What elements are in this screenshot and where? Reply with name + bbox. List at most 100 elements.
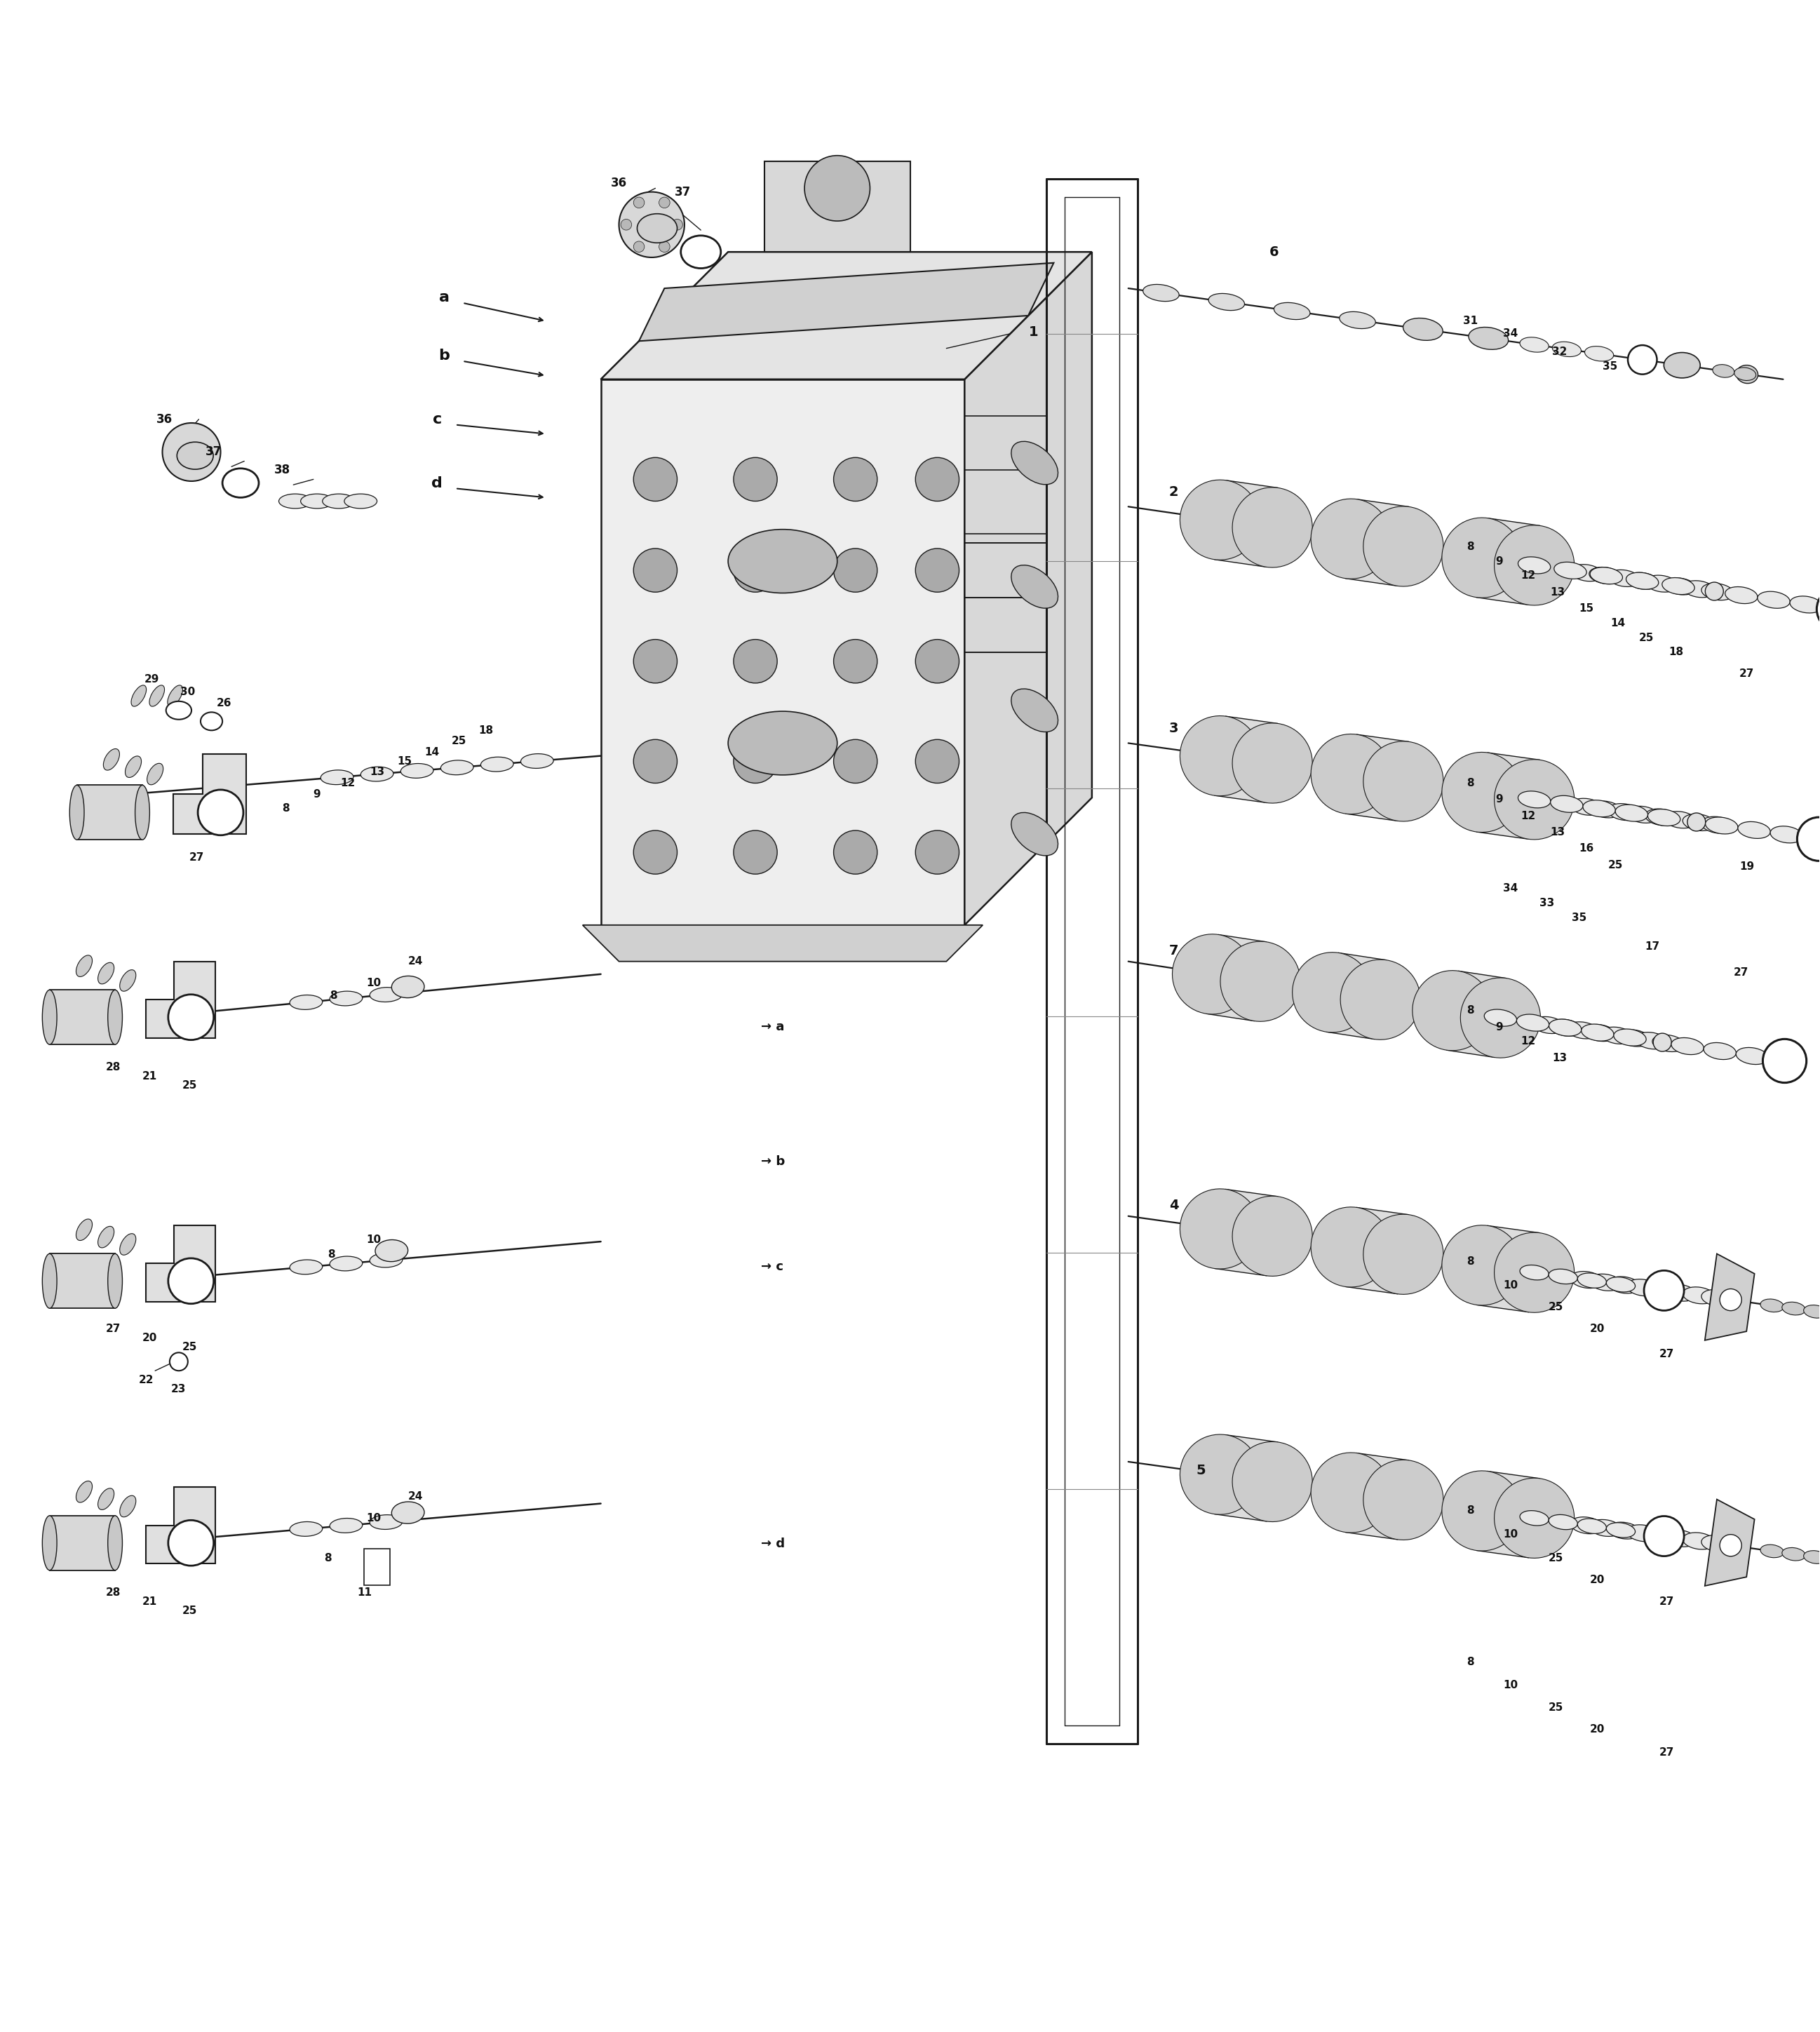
Circle shape	[915, 640, 959, 683]
Ellipse shape	[1549, 1020, 1582, 1036]
Text: 22: 22	[138, 1374, 153, 1386]
Ellipse shape	[107, 990, 122, 1044]
Ellipse shape	[400, 764, 433, 778]
Ellipse shape	[1494, 1233, 1574, 1313]
Ellipse shape	[1782, 1303, 1805, 1315]
Ellipse shape	[1643, 1270, 1683, 1311]
Ellipse shape	[1607, 803, 1640, 821]
Ellipse shape	[1663, 577, 1696, 595]
Ellipse shape	[1520, 1510, 1549, 1526]
Ellipse shape	[76, 1481, 93, 1502]
Text: 8: 8	[282, 803, 289, 815]
Circle shape	[733, 740, 777, 782]
Text: 25: 25	[1549, 1703, 1563, 1713]
Text: d: d	[431, 475, 442, 490]
Ellipse shape	[1179, 480, 1259, 561]
Ellipse shape	[1292, 953, 1372, 1032]
Text: c: c	[433, 412, 442, 427]
Ellipse shape	[322, 494, 355, 508]
Ellipse shape	[98, 1225, 115, 1248]
Text: 8: 8	[324, 1552, 331, 1563]
Ellipse shape	[391, 975, 424, 998]
Ellipse shape	[1441, 752, 1522, 833]
Circle shape	[915, 740, 959, 782]
Polygon shape	[146, 1225, 215, 1303]
Ellipse shape	[1607, 1276, 1640, 1294]
Ellipse shape	[42, 1254, 56, 1309]
Ellipse shape	[135, 784, 149, 839]
Ellipse shape	[1607, 1276, 1634, 1292]
Text: 9: 9	[313, 788, 320, 799]
Text: b: b	[439, 350, 450, 362]
Ellipse shape	[728, 711, 837, 774]
Text: 9: 9	[1496, 557, 1503, 567]
Ellipse shape	[1663, 1284, 1696, 1300]
Ellipse shape	[1310, 1207, 1390, 1286]
Text: 8: 8	[1467, 778, 1474, 788]
Ellipse shape	[1363, 506, 1443, 587]
Ellipse shape	[1012, 689, 1057, 732]
Ellipse shape	[1363, 1459, 1443, 1540]
Ellipse shape	[1340, 959, 1420, 1040]
Ellipse shape	[1653, 1032, 1671, 1051]
Text: 25: 25	[182, 1079, 197, 1091]
Text: 25: 25	[182, 1341, 197, 1353]
Ellipse shape	[1760, 1298, 1784, 1313]
Ellipse shape	[329, 992, 362, 1006]
Text: 25: 25	[1609, 860, 1623, 870]
Circle shape	[915, 549, 959, 591]
Text: 25: 25	[182, 1605, 197, 1615]
Text: 21: 21	[142, 1071, 157, 1081]
Circle shape	[633, 457, 677, 502]
Ellipse shape	[120, 1233, 136, 1256]
Text: 10: 10	[366, 1514, 380, 1524]
Ellipse shape	[1516, 1014, 1549, 1030]
Ellipse shape	[1683, 581, 1714, 597]
Ellipse shape	[1627, 345, 1656, 374]
Text: 12: 12	[1522, 811, 1536, 821]
Ellipse shape	[1645, 575, 1678, 591]
Text: 11: 11	[357, 1587, 371, 1597]
Ellipse shape	[1589, 1274, 1622, 1290]
Ellipse shape	[1645, 1282, 1678, 1298]
Text: 35: 35	[1603, 362, 1618, 372]
Ellipse shape	[76, 1219, 93, 1240]
Ellipse shape	[1589, 567, 1622, 583]
Circle shape	[672, 219, 682, 230]
Polygon shape	[1214, 1435, 1278, 1522]
Ellipse shape	[107, 1516, 122, 1571]
Polygon shape	[1345, 500, 1409, 585]
Polygon shape	[1214, 1189, 1278, 1276]
Text: 8: 8	[329, 992, 337, 1002]
Ellipse shape	[1738, 821, 1771, 839]
Ellipse shape	[1221, 941, 1299, 1022]
Text: 28: 28	[106, 1587, 120, 1597]
Ellipse shape	[1614, 1028, 1645, 1046]
Ellipse shape	[1702, 1534, 1734, 1552]
Ellipse shape	[126, 756, 142, 778]
Polygon shape	[582, 925, 983, 961]
Ellipse shape	[1804, 1305, 1820, 1319]
Text: 10: 10	[366, 977, 380, 988]
Text: 27: 27	[106, 1323, 120, 1335]
Polygon shape	[76, 784, 142, 839]
Ellipse shape	[120, 969, 136, 992]
Ellipse shape	[1549, 1020, 1582, 1036]
Circle shape	[162, 423, 220, 482]
Ellipse shape	[1571, 1518, 1603, 1534]
Circle shape	[834, 740, 877, 782]
Text: 8: 8	[328, 1250, 335, 1260]
Text: 9: 9	[1496, 795, 1503, 805]
Ellipse shape	[1363, 1215, 1443, 1294]
Ellipse shape	[1591, 567, 1623, 583]
Ellipse shape	[167, 1520, 213, 1567]
Ellipse shape	[1816, 587, 1820, 632]
Ellipse shape	[1627, 1524, 1660, 1542]
Ellipse shape	[1804, 1550, 1820, 1565]
Ellipse shape	[1571, 565, 1603, 581]
Text: 27: 27	[1740, 669, 1754, 679]
Text: 36: 36	[157, 412, 173, 425]
Text: 15: 15	[1580, 604, 1594, 614]
Polygon shape	[1327, 953, 1387, 1038]
Ellipse shape	[1012, 441, 1057, 484]
